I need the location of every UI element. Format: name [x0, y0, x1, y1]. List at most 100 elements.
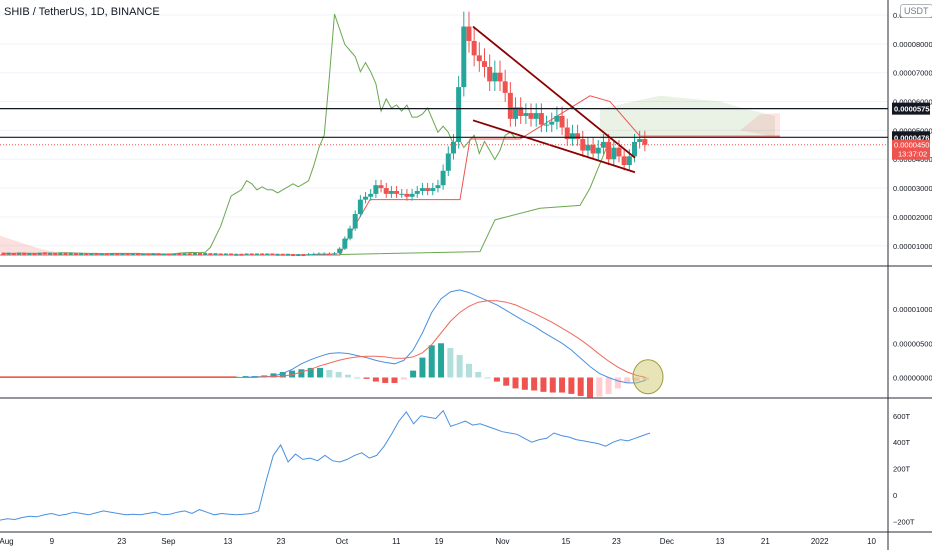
candle: [135, 253, 140, 256]
last-price-badge-bg: [892, 139, 930, 160]
candle: [642, 139, 648, 145]
candle: [497, 72, 503, 82]
macd-panel: [0, 289, 664, 398]
candle: [198, 252, 203, 255]
macd-histogram-bar: [484, 377, 491, 379]
candle: [399, 193, 405, 195]
candle: [84, 253, 89, 256]
lagging-span: [3, 13, 516, 255]
time-tick-label: 23: [117, 537, 126, 546]
candle: [352, 214, 358, 229]
descending-triangle: [472, 25, 636, 174]
macd-histogram-bar: [400, 377, 407, 380]
macd-histogram-bar: [419, 357, 426, 378]
candle: [363, 196, 369, 200]
candle: [502, 81, 508, 93]
candle: [22, 252, 27, 255]
candle: [48, 252, 53, 255]
candle: [513, 107, 519, 119]
macd-tick-label: 0.00001000: [893, 305, 932, 314]
macd-histogram-bar: [354, 377, 361, 379]
candle: [430, 188, 436, 191]
volume-tick-label: 400T: [893, 438, 911, 447]
candle: [337, 248, 343, 254]
volume-tick-label: −200T: [893, 517, 915, 526]
candle: [192, 252, 197, 255]
candle: [73, 252, 78, 255]
price-tick-label: 0.00008000: [893, 40, 932, 49]
candle: [120, 253, 125, 256]
candle: [6, 252, 11, 255]
time-tick-label: Sep: [161, 537, 176, 546]
candle: [481, 61, 487, 67]
resistance-badge-bg: [892, 102, 930, 115]
macd-histogram-bar: [577, 377, 584, 396]
candle: [626, 156, 632, 166]
macd-histogram-bar: [493, 377, 500, 382]
candle: [631, 141, 637, 157]
last-price-badge: 0.00004503: [894, 141, 932, 150]
macd-histogram-bar: [289, 370, 296, 378]
candle: [487, 66, 493, 82]
macd-histogram-bar: [279, 372, 286, 378]
candle: [37, 252, 42, 255]
price-tick-label: 0.00007000: [893, 69, 932, 78]
candle: [53, 252, 58, 255]
macd-histogram-bar: [326, 369, 333, 378]
candle: [254, 253, 259, 256]
macd-histogram-bar: [559, 377, 566, 393]
candle: [373, 185, 379, 194]
currency-button[interactable]: USDT: [900, 4, 932, 18]
candle: [229, 253, 234, 256]
candle: [130, 253, 135, 256]
candle: [616, 147, 622, 157]
symbol-title: SHIB / TetherUS, 1D, BINANCE: [4, 6, 160, 18]
candle: [94, 253, 99, 256]
candle: [342, 238, 348, 249]
macd-histogram-bar: [428, 345, 435, 378]
macd-histogram-bar: [456, 354, 463, 378]
candle: [68, 252, 73, 255]
macd-histogram-bar: [475, 372, 482, 378]
candle: [544, 124, 550, 126]
signal-line: [236, 300, 647, 378]
candle: [89, 253, 94, 256]
indicator-line: [0, 409, 651, 521]
volume-tick-label: 600T: [893, 412, 911, 421]
candle: [63, 252, 68, 255]
macd-histogram-bar: [540, 377, 547, 392]
macd-histogram-bar: [410, 370, 417, 378]
candle: [285, 253, 290, 256]
candle: [213, 253, 218, 256]
candle: [368, 193, 374, 197]
macd-histogram-bar: [298, 369, 305, 378]
time-tick-label: 21: [761, 537, 770, 546]
price-axes: 0.000090000.000080000.000070000.00006000…: [892, 11, 932, 526]
candle: [321, 253, 327, 255]
candle: [296, 254, 301, 257]
volume-tick-label: 0: [893, 491, 897, 500]
candle: [141, 253, 146, 256]
macd-histogram-bar: [596, 377, 603, 397]
macd-histogram-bar: [363, 377, 370, 379]
time-tick-label: 15: [561, 537, 570, 546]
kumo-cloud: [600, 95, 775, 140]
highlight-circle: [632, 359, 664, 395]
price-tick-label: 0.00002000: [893, 213, 932, 222]
candle: [17, 252, 22, 255]
macd-histogram-bar: [242, 376, 249, 378]
candle: [316, 253, 322, 255]
candle: [590, 144, 596, 154]
candle: [151, 253, 156, 256]
candle: [275, 253, 280, 256]
candle: [301, 254, 306, 257]
candle: [528, 113, 534, 119]
time-tick-label: Oct: [336, 537, 349, 546]
macd-histogram-bar: [521, 377, 528, 390]
macd-histogram-bar: [335, 372, 342, 378]
time-tick-label: 9: [50, 537, 55, 546]
candle: [559, 115, 565, 128]
candle: [306, 254, 312, 256]
price-tick-label: 0.00006000: [893, 98, 932, 107]
